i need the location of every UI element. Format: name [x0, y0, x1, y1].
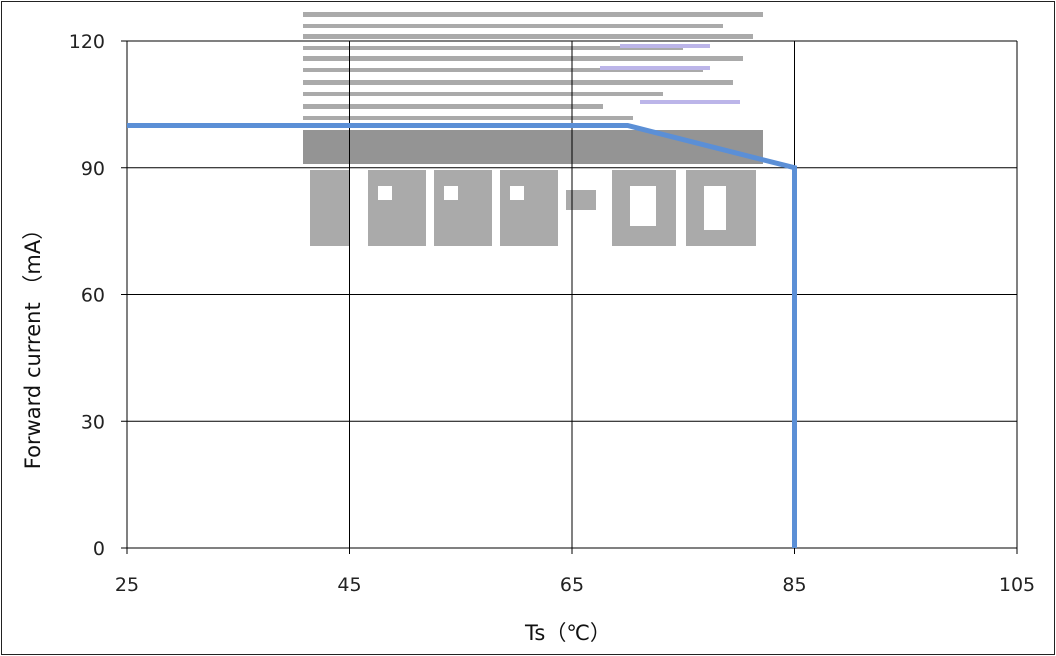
series-lines — [127, 123, 797, 548]
x-tick-labels: 25 45 65 85 105 — [115, 574, 1035, 596]
series-line — [127, 123, 797, 548]
y-tick-label: 90 — [81, 158, 105, 180]
y-tick-label: 120 — [69, 31, 105, 53]
x-tick-label: 45 — [337, 574, 361, 596]
y-tick-label: 30 — [81, 411, 105, 433]
y-tick-label: 60 — [81, 285, 105, 307]
y-tick-label: 0 — [93, 538, 105, 560]
x-tick-label: 25 — [115, 574, 139, 596]
x-tick-label: 85 — [782, 574, 806, 596]
x-tick-label: 105 — [999, 574, 1035, 596]
x-axis-title: Ts（℃） — [524, 621, 611, 645]
x-tick-label: 65 — [560, 574, 584, 596]
y-tick-labels: 0 30 60 90 120 — [69, 31, 105, 560]
y-axis-title: Forward current （mA） — [21, 219, 45, 469]
watermark-logo — [303, 12, 763, 246]
